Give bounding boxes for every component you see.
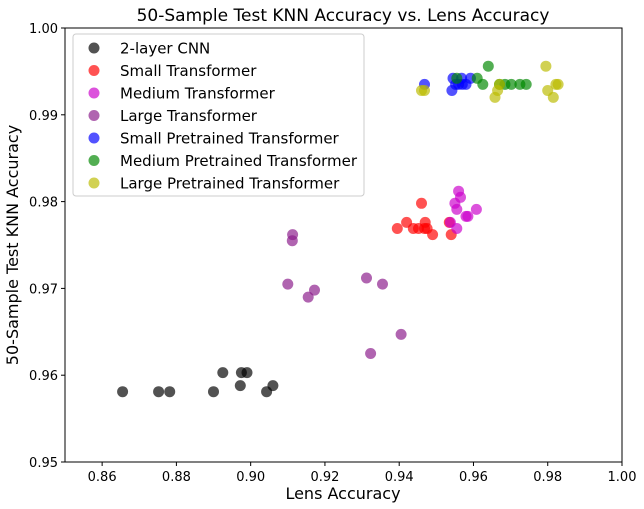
data-point-series-0 xyxy=(217,367,229,379)
x-tick-label: 1.00 xyxy=(608,470,637,485)
x-axis-ticks: 0.86 0.88 0.90 0.92 0.94 0.96 0.98 1.00 xyxy=(88,462,637,485)
data-point-series-2 xyxy=(455,191,466,203)
legend-marker xyxy=(88,132,100,144)
data-point-series-3 xyxy=(287,229,299,241)
data-point-series-0 xyxy=(153,386,165,398)
data-point-series-2 xyxy=(462,210,474,222)
data-point-series-2 xyxy=(451,223,463,234)
y-tick-label: 0.97 xyxy=(29,282,58,297)
x-tick-label: 0.90 xyxy=(236,470,265,485)
data-point-series-0 xyxy=(117,386,129,398)
data-point-series-5 xyxy=(451,72,463,84)
data-point-series-5 xyxy=(520,78,532,90)
data-point-series-3 xyxy=(365,348,377,359)
data-point-series-3 xyxy=(282,278,294,290)
x-tick-label: 0.96 xyxy=(459,470,488,485)
data-point-series-3 xyxy=(302,291,314,303)
data-point-series-1 xyxy=(391,223,403,234)
data-points-layer xyxy=(117,60,564,398)
data-point-series-5 xyxy=(477,78,489,90)
data-point-series-5 xyxy=(482,60,494,72)
legend-label: 2-layer CNN xyxy=(120,40,210,58)
legend-marker xyxy=(88,110,100,121)
legend-label: Small Transformer xyxy=(120,62,257,80)
legend-label: Large Pretrained Transformer xyxy=(120,175,340,193)
x-tick-label: 0.86 xyxy=(88,470,117,485)
x-tick-label: 0.94 xyxy=(385,470,414,485)
data-point-series-0 xyxy=(234,380,246,392)
legend-box xyxy=(72,33,365,197)
x-axis-label: Lens Accuracy xyxy=(285,484,400,503)
legend: 2-layer CNN Small Transformer Medium Trans… xyxy=(72,33,365,197)
plot-frame xyxy=(64,27,623,463)
legend-label: Large Transformer xyxy=(120,107,258,125)
data-point-series-2 xyxy=(451,203,463,215)
data-point-series-6 xyxy=(547,91,559,103)
y-tick-label: 0.98 xyxy=(29,196,58,211)
legend-marker xyxy=(88,155,100,166)
data-point-series-5 xyxy=(505,78,517,90)
data-point-series-0 xyxy=(208,386,219,398)
data-point-series-3 xyxy=(309,284,320,296)
chart-title: 50-Sample Test KNN Accuracy vs. Lens Acc… xyxy=(137,6,550,26)
data-point-series-1 xyxy=(427,229,439,241)
y-axis-ticks: 0.95 0.96 0.97 0.98 0.99 1.00 xyxy=(29,22,65,471)
x-tick-label: 0.88 xyxy=(162,470,191,485)
legend-label: Medium Transformer xyxy=(120,85,276,103)
data-point-series-6 xyxy=(419,85,430,96)
legend-marker xyxy=(88,42,100,54)
legend-label: Small Pretrained Transformer xyxy=(120,130,340,148)
data-point-series-1 xyxy=(416,197,427,209)
y-axis-label: 50-Sample Test KNN Accuracy xyxy=(3,125,22,365)
legend-marker xyxy=(88,65,100,76)
data-point-series-2 xyxy=(470,203,482,215)
legend-items: 2-layer CNN Small Transformer Medium Trans… xyxy=(88,40,358,193)
legend-label: Medium Pretrained Transformer xyxy=(120,152,358,170)
data-point-series-0 xyxy=(267,380,279,392)
x-tick-label: 0.98 xyxy=(533,470,562,485)
data-point-series-0 xyxy=(164,386,176,398)
y-tick-label: 1.00 xyxy=(29,22,58,37)
data-point-series-3 xyxy=(395,328,407,340)
y-tick-label: 0.95 xyxy=(29,456,58,471)
data-point-series-6 xyxy=(494,78,505,90)
y-tick-label: 0.96 xyxy=(29,369,58,384)
y-tick-label: 0.99 xyxy=(29,109,58,124)
legend-marker xyxy=(88,87,100,99)
x-tick-label: 0.92 xyxy=(310,470,339,485)
data-point-series-6 xyxy=(552,78,564,90)
data-point-series-6 xyxy=(540,60,552,72)
data-point-series-0 xyxy=(241,367,253,379)
data-point-series-3 xyxy=(377,278,388,290)
data-point-series-3 xyxy=(361,272,372,284)
legend-marker xyxy=(88,177,100,189)
